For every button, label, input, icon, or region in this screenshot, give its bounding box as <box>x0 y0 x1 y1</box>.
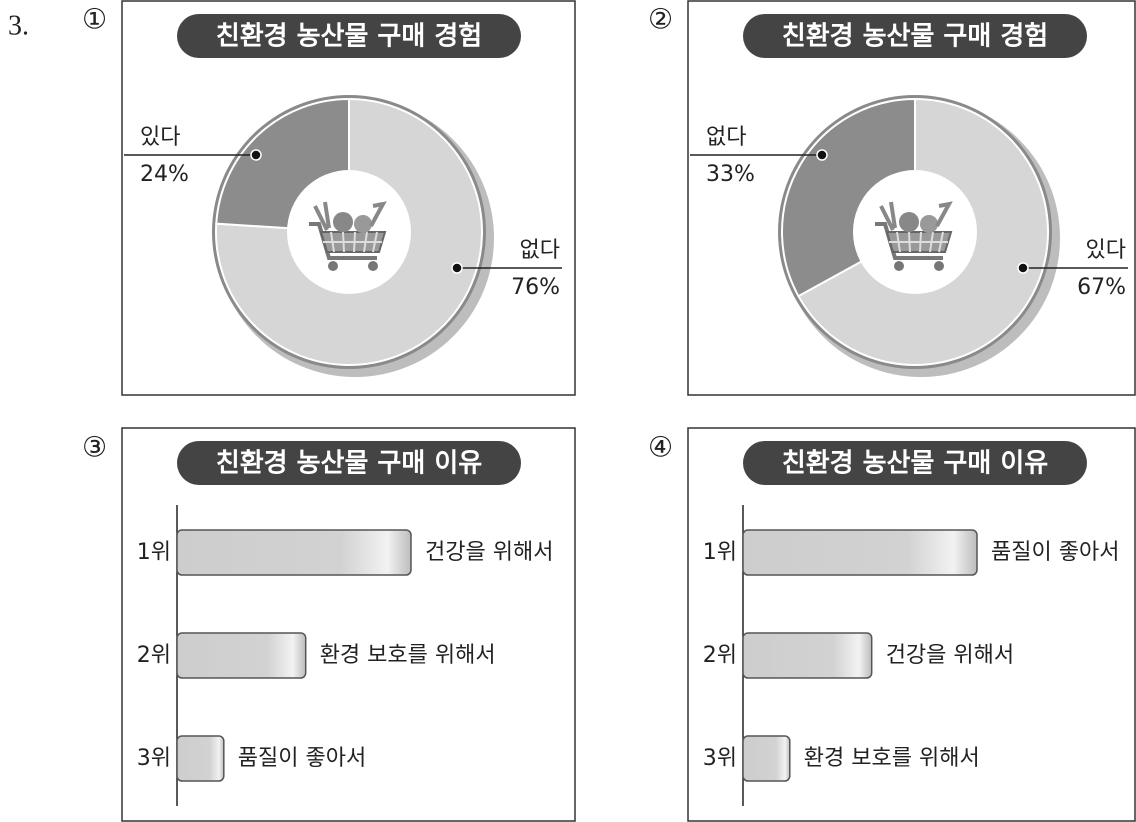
slice-label: 있다 <box>1086 238 1126 263</box>
rank-label: 1위 <box>703 540 737 565</box>
panel <box>121 0 576 396</box>
panel <box>687 0 1136 396</box>
bar-label: 환경 보호를 위해서 <box>320 643 496 668</box>
chart-title: 친환경 농산물 구매 이유 <box>216 449 482 479</box>
leader-dot <box>451 262 463 274</box>
rank-label: 1위 <box>137 540 171 565</box>
title-pill <box>743 14 1087 58</box>
title-pill <box>177 14 521 58</box>
slice-label: 없다 <box>520 238 560 263</box>
bar-label: 건강을 위해서 <box>886 643 1014 668</box>
bar-label: 품질이 좋아서 <box>991 540 1119 565</box>
leader-dot <box>816 149 828 161</box>
rank-label: 3위 <box>137 746 171 771</box>
bar <box>742 529 978 576</box>
bar-label: 환경 보호를 위해서 <box>804 746 980 771</box>
bar <box>176 735 225 782</box>
chart-title: 친환경 농산물 구매 이유 <box>782 449 1048 479</box>
chart-title: 친환경 농산물 구매 경험 <box>216 22 482 52</box>
chart-title: 친환경 농산물 구매 경험 <box>782 22 1048 52</box>
bar <box>176 529 412 576</box>
panel <box>121 427 576 822</box>
option-marker: ② <box>648 4 673 35</box>
leader-dot <box>250 149 262 161</box>
slice-label: 없다 <box>706 125 746 150</box>
title-pill <box>743 441 1087 485</box>
rank-label: 2위 <box>703 643 737 668</box>
bar-label: 품질이 좋아서 <box>238 746 366 771</box>
slice-value: 67% <box>1077 275 1126 300</box>
bar <box>742 735 791 782</box>
panel <box>687 427 1136 822</box>
option-marker: ① <box>82 4 107 35</box>
leader-dot <box>1017 262 1029 274</box>
question-number: 3. <box>8 10 29 41</box>
option-marker: ③ <box>82 432 107 463</box>
rank-label: 2위 <box>137 643 171 668</box>
slice-label: 있다 <box>140 125 180 150</box>
slice-value: 24% <box>140 162 189 187</box>
bar <box>176 632 307 679</box>
title-pill <box>177 441 521 485</box>
rank-label: 3위 <box>703 746 737 771</box>
bar-label: 건강을 위해서 <box>425 540 553 565</box>
slice-value: 33% <box>706 162 755 187</box>
bar <box>742 632 873 679</box>
option-marker: ④ <box>648 432 673 463</box>
slice-value: 76% <box>511 275 560 300</box>
